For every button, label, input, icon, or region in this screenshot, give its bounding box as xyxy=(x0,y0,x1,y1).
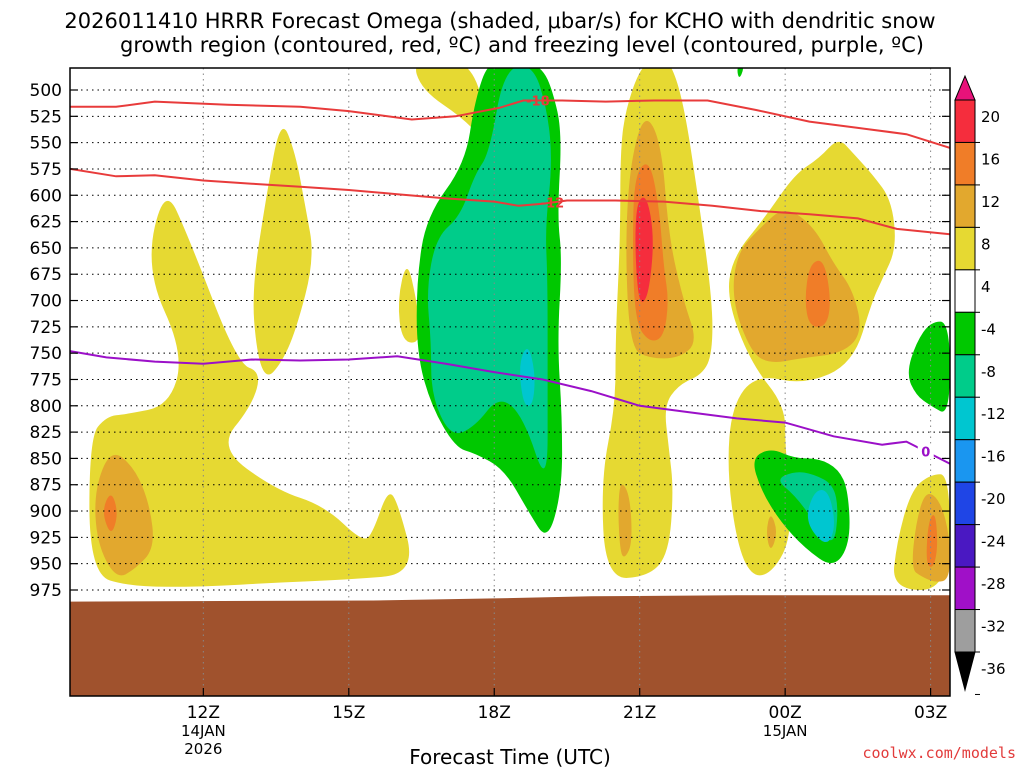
colorbar-top-arrow xyxy=(954,74,976,101)
y-tick-label-900: 900 xyxy=(30,502,62,522)
omega-region-dn4-25 xyxy=(737,68,744,77)
y-tick-label-975: 975 xyxy=(30,581,62,601)
y-tick-label-575: 575 xyxy=(30,160,62,180)
y-tick-label-950: 950 xyxy=(30,555,62,575)
colorbar-label-8: 8 xyxy=(981,235,991,253)
colorbar-label--4: -4 xyxy=(981,320,996,338)
red-contour-label-0: -18 xyxy=(526,95,550,110)
colorbar-swatch--28 xyxy=(954,566,976,611)
colorbar-label--20: -20 xyxy=(981,490,1006,508)
x-tick-label-18Z: 18Z xyxy=(478,703,511,723)
y-tick-label-875: 875 xyxy=(30,476,62,496)
ground-layer xyxy=(70,595,950,696)
grid-lines xyxy=(70,68,950,696)
colorbar-swatch-20 xyxy=(954,99,976,143)
x-tick-label-21Z: 21Z xyxy=(623,703,656,723)
red-contour-label-1: -12 xyxy=(541,196,565,211)
omega-region-up4-5 xyxy=(398,268,420,343)
freezing-level-label: 0 xyxy=(921,445,930,460)
colorbar-label-4: 4 xyxy=(981,278,991,296)
colorbar-label--28: -28 xyxy=(981,575,1006,593)
x-tick-year-12Z: 2026 xyxy=(184,740,222,758)
freezing-level-line xyxy=(70,350,950,465)
omega-region-dn4-24 xyxy=(908,321,950,412)
y-axis: 500 525 550 575 600 625 650 675 700 725 750 775 800 8… xyxy=(30,81,950,601)
omega-region-up8-12 xyxy=(733,211,860,362)
y-tick-label-600: 600 xyxy=(30,186,62,206)
omega-region-up4-3 xyxy=(253,128,312,375)
colorbar-swatch--32 xyxy=(954,609,976,653)
y-tick-label-725: 725 xyxy=(30,318,62,338)
colorbar-swatch-8 xyxy=(954,226,976,271)
plot-frame xyxy=(69,67,951,697)
y-tick-label-925: 925 xyxy=(30,528,62,548)
colorbar-swatch--16 xyxy=(954,439,976,483)
y-tick-label-675: 675 xyxy=(30,265,62,285)
freezing-level-label-bg xyxy=(917,443,934,460)
chart-title-line1: 2026011410 HRRR Forecast Omega (shaded, … xyxy=(64,9,935,33)
y-tick-label-825: 825 xyxy=(30,423,62,443)
omega-shading xyxy=(89,68,950,590)
red-contour-0 xyxy=(70,99,950,149)
ground-surface xyxy=(70,595,950,696)
colorbar-swatch-16 xyxy=(954,141,976,186)
colorbar-bottom-arrow xyxy=(954,651,976,692)
x-tick-date-12Z: 14JAN xyxy=(181,722,226,740)
colorbar-label--36: -36 xyxy=(981,660,1006,678)
colorbar-label-12: 12 xyxy=(981,193,1000,211)
y-tick-label-700: 700 xyxy=(30,292,62,312)
y-tick-label-650: 650 xyxy=(30,239,62,259)
colorbar-label--24: -24 xyxy=(981,533,1006,551)
colorbar-label--32: -32 xyxy=(981,618,1006,636)
omega-region-up12-17 xyxy=(926,515,938,567)
omega-region-dn12-23 xyxy=(807,490,834,543)
omega-region-up4-0 xyxy=(89,200,410,587)
y-tick-label-800: 800 xyxy=(30,397,62,417)
temperature-contours: -18 -12 0 xyxy=(70,95,950,465)
colorbar-label--8: -8 xyxy=(981,363,996,381)
x-tick-label-00Z: 00Z xyxy=(769,703,802,723)
x-tick-date-00Z: 15JAN xyxy=(763,722,808,740)
omega-region-up8-14 xyxy=(767,516,777,548)
y-tick-label-750: 750 xyxy=(30,344,62,364)
colorbar-label--16: -16 xyxy=(981,448,1006,466)
chart-title-line2: growth region (contoured, red, ºC) and f… xyxy=(120,33,924,57)
red-contour-1 xyxy=(70,167,950,236)
y-tick-label-850: 850 xyxy=(30,449,62,469)
omega-region-up4-4 xyxy=(416,68,485,138)
x-tick-label-15Z: 15Z xyxy=(332,703,365,723)
y-tick-label-625: 625 xyxy=(30,213,62,233)
colorbar-swatch-4 xyxy=(954,269,976,313)
y-tick-label-500: 500 xyxy=(30,81,62,101)
colorbar-swatch--24 xyxy=(954,524,976,568)
x-tick-label-03Z: 03Z xyxy=(914,703,947,723)
colorbar-swatch--8 xyxy=(954,354,976,398)
y-tick-label-775: 775 xyxy=(30,370,62,390)
omega-region-up12-2 xyxy=(103,495,117,532)
colorbar-label--12: -12 xyxy=(981,405,1006,423)
credit-text: coolwx.com/models xyxy=(862,744,1016,762)
x-axis-label: Forecast Time (UTC) xyxy=(409,745,611,768)
colorbar-swatch--12 xyxy=(954,396,976,441)
omega-region-up16-9 xyxy=(635,197,653,302)
y-tick-label-525: 525 xyxy=(30,107,62,127)
x-tick-label-12Z: 12Z xyxy=(187,703,220,723)
colorbar-swatch-12 xyxy=(954,184,976,228)
colorbar-swatch--20 xyxy=(954,481,976,526)
colorbar-label-20: 20 xyxy=(981,108,1000,126)
omega-region-up12-13 xyxy=(805,260,830,327)
colorbar: 20 16 12 8 4 -4 -8 -12 -16 -20 -24 -28 -32 -36 xyxy=(954,74,1006,695)
colorbar-swatch--4 xyxy=(954,311,976,356)
omega-region-up8-10 xyxy=(618,484,632,557)
y-tick-label-550: 550 xyxy=(30,134,62,154)
colorbar-label-16: 16 xyxy=(981,151,1000,169)
